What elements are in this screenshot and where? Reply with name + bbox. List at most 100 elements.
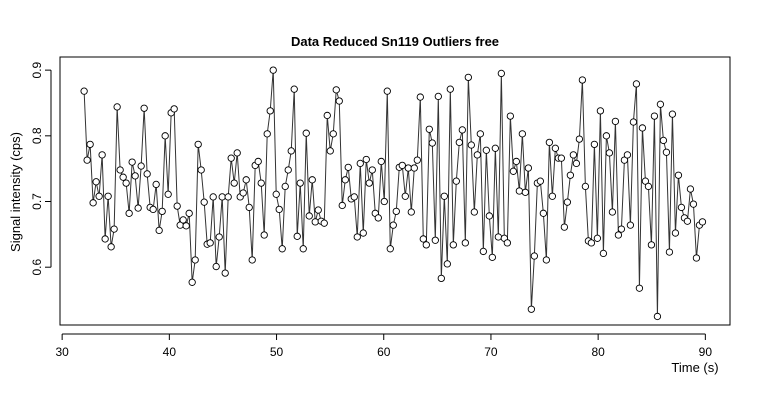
data-point xyxy=(506,112,514,120)
data-point xyxy=(320,219,328,227)
data-point xyxy=(83,156,91,164)
data-point xyxy=(98,151,106,159)
data-point xyxy=(326,147,334,155)
data-point xyxy=(644,182,653,191)
x-tick-label: 60 xyxy=(377,345,391,359)
data-point xyxy=(407,208,415,216)
data-point xyxy=(524,164,533,172)
data-point xyxy=(194,140,202,149)
y-tick-label: 0.8 xyxy=(30,127,44,144)
data-point xyxy=(437,274,445,283)
data-point xyxy=(89,199,97,207)
data-point xyxy=(200,198,208,206)
data-point xyxy=(95,192,103,200)
data-point xyxy=(617,225,626,233)
data-point xyxy=(551,144,560,152)
data-point xyxy=(458,126,466,134)
data-point xyxy=(455,138,463,147)
x-tick-label: 90 xyxy=(699,345,713,359)
data-point xyxy=(248,256,256,264)
data-point xyxy=(389,221,397,229)
data-point xyxy=(518,130,527,138)
data-point xyxy=(110,225,118,233)
data-point xyxy=(698,218,707,226)
data-point xyxy=(368,166,376,174)
data-point xyxy=(356,159,364,168)
data-point xyxy=(443,260,451,268)
data-point xyxy=(332,86,340,94)
data-point xyxy=(281,182,289,191)
data-point xyxy=(599,249,608,258)
data-point xyxy=(215,233,223,241)
data-point xyxy=(290,85,298,93)
data-point xyxy=(461,239,469,247)
data-point xyxy=(239,189,247,197)
data-point xyxy=(311,218,319,226)
data-point xyxy=(359,229,367,237)
data-point xyxy=(380,197,388,206)
data-point xyxy=(182,222,190,230)
data-point xyxy=(401,192,409,200)
data-point xyxy=(557,154,566,162)
data-point xyxy=(410,164,418,172)
data-point xyxy=(413,156,421,164)
x-tick-label: 70 xyxy=(484,345,498,359)
data-point xyxy=(479,247,487,256)
data-point xyxy=(659,136,668,145)
data-point xyxy=(629,118,638,126)
data-point xyxy=(170,105,178,113)
data-point xyxy=(350,193,358,201)
data-point xyxy=(560,223,569,231)
data-point xyxy=(653,312,662,321)
data-point xyxy=(692,254,701,262)
data-point xyxy=(302,129,310,137)
data-point xyxy=(497,69,505,78)
data-point xyxy=(431,236,439,244)
data-point xyxy=(527,305,536,313)
data-point xyxy=(482,146,490,154)
data-point xyxy=(227,154,235,162)
data-point xyxy=(269,66,277,74)
x-tick-label: 80 xyxy=(591,345,605,359)
data-point xyxy=(149,205,157,214)
data-point xyxy=(473,151,481,159)
data-point xyxy=(425,125,433,133)
data-point xyxy=(689,200,698,208)
data-point xyxy=(536,177,545,185)
data-point xyxy=(131,172,139,180)
data-point xyxy=(377,157,385,166)
data-point xyxy=(434,92,442,101)
plot-box xyxy=(59,56,731,326)
data-point xyxy=(449,241,457,249)
data-point xyxy=(134,204,142,212)
data-point xyxy=(296,179,304,187)
data-point xyxy=(593,234,602,242)
data-point xyxy=(671,229,680,237)
data-point xyxy=(104,192,112,200)
data-point xyxy=(164,190,172,198)
data-point xyxy=(209,193,217,201)
data-point xyxy=(587,239,596,247)
data-point xyxy=(578,76,587,84)
data-point xyxy=(419,235,427,243)
data-point xyxy=(467,141,475,149)
data-point xyxy=(263,130,271,138)
data-point xyxy=(230,179,238,187)
data-point xyxy=(191,256,199,264)
data-point xyxy=(563,198,572,206)
data-point xyxy=(614,231,623,239)
data-point xyxy=(503,239,511,247)
x-tick-label: 50 xyxy=(270,345,284,359)
data-point xyxy=(632,80,641,88)
data-point xyxy=(314,206,322,214)
data-point xyxy=(80,87,88,95)
data-point xyxy=(344,163,352,172)
data-point xyxy=(611,117,620,126)
data-point xyxy=(512,157,521,166)
data-point xyxy=(623,151,632,159)
data-point xyxy=(278,245,286,253)
data-point xyxy=(293,232,301,240)
data-point xyxy=(158,207,166,216)
data-point xyxy=(416,93,424,101)
